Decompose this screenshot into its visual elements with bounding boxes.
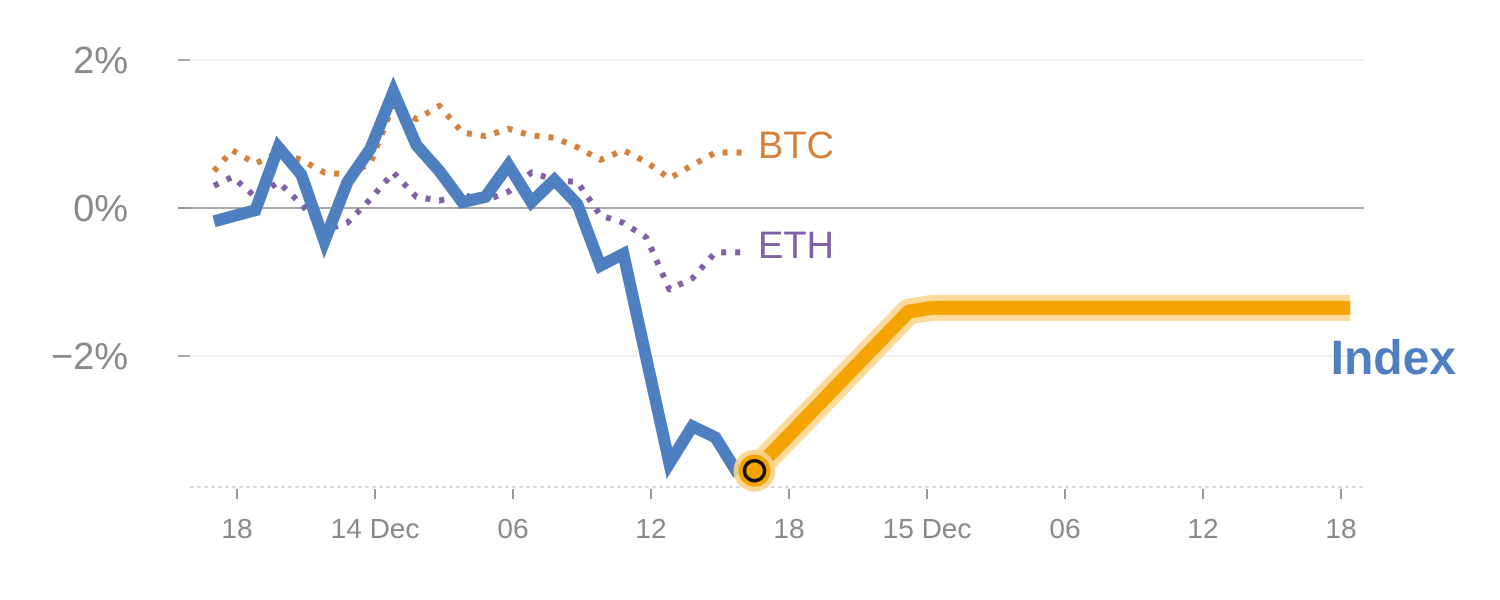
axis-ticks: 2% 0% −2% 18 14 Dec 06 12 18 15 Dec 06 12 18 <box>51 40 1357 544</box>
x-tick-label: 12 <box>635 513 666 544</box>
current-point-marker <box>733 449 776 492</box>
index-series-line <box>212 76 744 479</box>
marker-dot <box>742 458 767 483</box>
index-projection-line <box>749 300 1351 476</box>
x-tick-label: 15 Dec <box>883 513 972 544</box>
eth-series-line <box>212 169 743 293</box>
y-tick-label: −2% <box>51 336 128 378</box>
gridlines <box>178 59 1364 488</box>
series-lines <box>211 76 1351 480</box>
y-tick-label: 2% <box>73 40 128 82</box>
x-tick-label: 18 <box>773 513 804 544</box>
index-series-label: Index <box>1331 332 1457 385</box>
x-tick-label: 14 Dec <box>331 513 420 544</box>
btc-series-label: BTC <box>758 125 834 167</box>
x-tick-label: 06 <box>1049 513 1080 544</box>
x-tick-label: 06 <box>497 513 528 544</box>
eth-series-label: ETH <box>758 225 834 267</box>
index-projection-halo <box>745 294 1351 480</box>
x-tick-label: 18 <box>221 513 252 544</box>
y-tick-label: 0% <box>73 188 128 230</box>
x-tick-label: 18 <box>1325 513 1356 544</box>
x-tick-label: 12 <box>1187 513 1218 544</box>
btc-series-line <box>211 101 743 182</box>
